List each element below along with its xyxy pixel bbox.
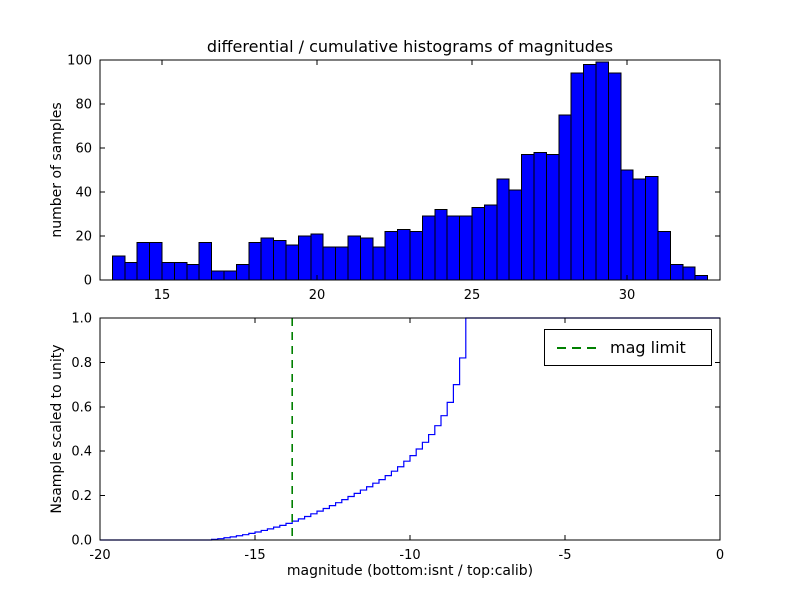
y-tick-label: 0.6 xyxy=(71,400,92,415)
histogram-bar xyxy=(632,178,647,281)
histogram-bar xyxy=(111,255,126,281)
y-tick-label: 0.4 xyxy=(71,445,92,460)
histogram-bar xyxy=(211,270,225,281)
histogram-bar xyxy=(694,275,709,281)
histogram-bar xyxy=(260,237,275,281)
histogram-bar xyxy=(558,114,572,281)
histogram-bar xyxy=(223,270,237,281)
y-tick-label: 60 xyxy=(75,142,92,157)
cumulative-step-line xyxy=(100,317,720,541)
histogram-bar xyxy=(273,239,287,281)
x-tick-label: 0 xyxy=(716,548,724,563)
histogram-bar xyxy=(595,61,609,281)
histogram-bar xyxy=(347,235,361,281)
histogram-bar xyxy=(359,237,374,281)
histogram-bar xyxy=(322,246,337,281)
x-tick-label: -20 xyxy=(89,548,110,563)
y-tick-label: 100 xyxy=(67,54,92,69)
histogram-bar xyxy=(657,231,671,281)
top-ylabel: number of samples xyxy=(49,102,65,238)
histogram-bar xyxy=(570,72,585,281)
bottom-ylabel: Nsample scaled to unity xyxy=(49,344,65,514)
histogram-bar xyxy=(607,72,622,281)
histogram-bar xyxy=(397,228,411,281)
histogram-bar xyxy=(310,233,324,281)
x-tick-label: -10 xyxy=(399,548,420,563)
x-tick-label: 20 xyxy=(309,288,326,303)
histogram-bar xyxy=(136,242,151,281)
cumulative-histogram: -20 -15 -10 -5 0 0.0 0.2 0.4 0.6 0.8 1.0 xyxy=(71,312,724,564)
histogram-bar xyxy=(521,154,535,281)
histogram-bar xyxy=(483,204,498,281)
y-tick-label: 0.2 xyxy=(71,489,92,504)
differential-histogram: 15 20 25 30 0 20 40 60 80 100 xyxy=(67,54,721,303)
x-tick-label: -5 xyxy=(559,548,572,563)
histogram-bar xyxy=(583,63,597,281)
histogram-bar xyxy=(446,215,461,281)
histogram-bar xyxy=(186,264,200,281)
histogram-bar xyxy=(335,246,349,281)
histogram-bar xyxy=(682,266,696,281)
mag-limit-line-sample xyxy=(557,346,599,349)
x-tick-label: 15 xyxy=(154,288,171,303)
y-tick-label: 1.0 xyxy=(71,312,92,327)
x-tick-label: 25 xyxy=(464,288,481,303)
histogram-bar xyxy=(533,151,547,281)
histogram-bar xyxy=(620,169,634,281)
histogram-bar xyxy=(459,215,473,281)
histogram-bar xyxy=(545,154,560,281)
x-tick-label: 30 xyxy=(619,288,636,303)
histogram-bar xyxy=(285,244,299,281)
histogram-bar xyxy=(198,242,213,281)
histogram-bar xyxy=(434,209,448,281)
histogram-bar xyxy=(645,176,659,281)
x-tick-label: -15 xyxy=(244,548,265,563)
histogram-bar xyxy=(384,231,399,281)
y-tick-label: 0 xyxy=(84,274,92,289)
histogram-bar xyxy=(149,242,163,281)
chart-title: differential / cumulative histograms of … xyxy=(206,37,614,56)
y-tick-label: 40 xyxy=(75,186,92,201)
histogram-bar xyxy=(669,264,684,281)
legend: mag limit xyxy=(544,329,712,366)
histogram-bar xyxy=(496,178,510,281)
histogram-bar xyxy=(508,189,523,281)
histogram-bar xyxy=(297,235,312,281)
legend-label: mag limit xyxy=(610,338,686,357)
y-tick-label: 0.8 xyxy=(71,356,92,371)
y-tick-label: 20 xyxy=(75,230,92,245)
x-axis-label: magnitude (bottom:isnt / top:calib) xyxy=(286,563,534,579)
y-tick-label: 0.0 xyxy=(71,534,92,549)
histogram-bar xyxy=(124,261,138,281)
histogram-bar xyxy=(161,261,175,281)
histogram-bar xyxy=(372,246,386,281)
histogram-bar xyxy=(421,215,436,281)
histogram-bar xyxy=(409,231,423,281)
histogram-bar xyxy=(248,242,262,281)
axes-frame xyxy=(99,59,721,281)
y-tick-label: 80 xyxy=(75,98,92,113)
histogram-bar xyxy=(471,206,485,281)
histogram-bar xyxy=(235,264,250,281)
histogram-bar xyxy=(173,261,188,281)
